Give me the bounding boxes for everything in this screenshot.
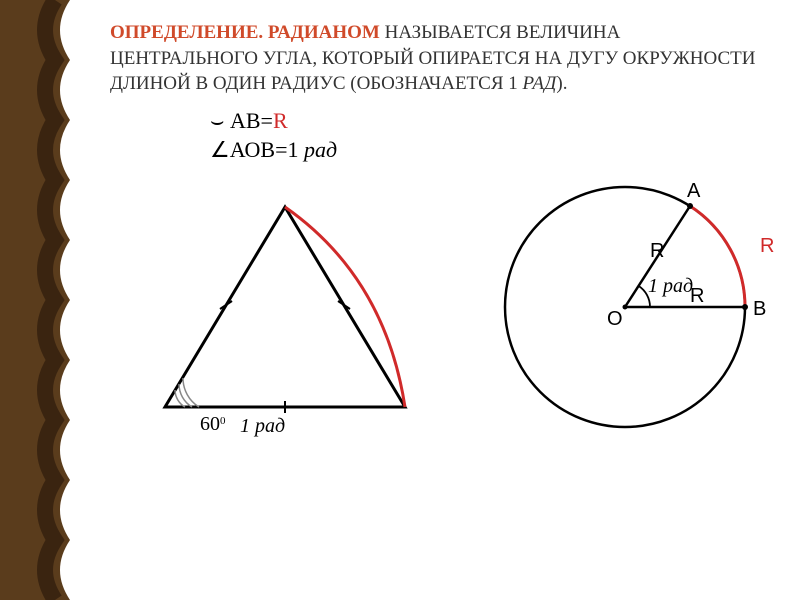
triangle-rad-label: 1 рад	[240, 415, 285, 437]
formula-line2-text: АОВ=1	[230, 137, 304, 162]
formula-line2-rad: рад	[304, 137, 337, 162]
triangle-figure: 600 1 рад	[140, 197, 430, 457]
definition-heading: ОПРЕДЕЛЕНИЕ. РАДИАНОМ НАЗЫВАЕТСЯ ВЕЛИЧИН…	[110, 20, 770, 97]
heading-term: ОПРЕДЕЛЕНИЕ. РАДИАНОМ	[110, 22, 380, 43]
diagram-area: ⌣ АВ=R ∠АОВ=1 рад 600 1 рад	[110, 107, 770, 527]
formula-arc: ⌣ АВ=R	[210, 107, 337, 136]
formula-angle: ∠АОВ=1 рад	[210, 136, 337, 165]
label-o: О	[607, 308, 623, 330]
heading-close: ).	[556, 73, 567, 94]
circle-figure: А В О R R R 1 рад	[490, 142, 800, 452]
formula-line1-text: АВ=	[224, 108, 272, 133]
formula-block: ⌣ АВ=R ∠АОВ=1 рад	[210, 107, 337, 164]
wavy-border-decor	[0, 0, 90, 600]
angle-symbol: ∠	[210, 137, 230, 162]
label-b: В	[753, 298, 766, 320]
label-a: А	[687, 180, 701, 202]
angle-marker-3	[183, 378, 199, 407]
triangle-outline	[165, 207, 405, 407]
point-b-dot	[742, 304, 748, 310]
label-r-oa: R	[650, 240, 664, 262]
angle-60-label: 600	[200, 413, 226, 435]
formula-line1-r: R	[273, 108, 288, 133]
slide-content: ОПРЕДЕЛЕНИЕ. РАДИАНОМ НАЗЫВАЕТСЯ ВЕЛИЧИН…	[90, 0, 800, 600]
center-dot	[623, 304, 628, 309]
label-1rad: 1 рад	[648, 275, 693, 297]
arc-symbol: ⌣	[210, 108, 224, 133]
heading-rad: РАД	[523, 73, 557, 94]
point-a-dot	[687, 203, 693, 209]
label-r-arc: R	[760, 235, 774, 257]
